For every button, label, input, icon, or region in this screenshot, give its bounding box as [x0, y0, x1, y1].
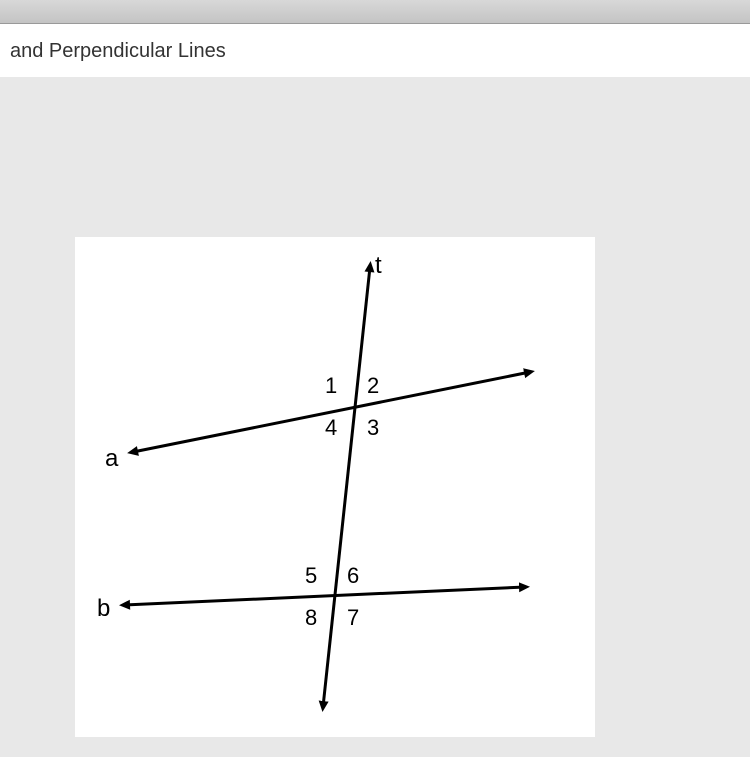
angle-7: 7 — [347, 605, 359, 631]
line-b — [125, 587, 525, 605]
line-t — [323, 267, 370, 707]
label-line-b: b — [97, 595, 110, 623]
angle-4: 4 — [325, 415, 337, 441]
angle-6: 6 — [347, 563, 359, 589]
diagram-container: t a b 1 2 3 4 5 6 7 8 — [75, 237, 595, 737]
angle-3: 3 — [367, 415, 379, 441]
content-panel: and Perpendicular Lines — [0, 24, 750, 77]
transversal-diagram — [75, 237, 595, 737]
angle-8: 8 — [305, 605, 317, 631]
window-top-bar — [0, 0, 750, 24]
label-line-t: t — [375, 252, 382, 280]
angle-5: 5 — [305, 563, 317, 589]
angle-1: 1 — [325, 373, 337, 399]
page-title: and Perpendicular Lines — [0, 40, 750, 77]
canvas-area: t a b 1 2 3 4 5 6 7 8 — [0, 77, 750, 757]
label-line-a: a — [105, 445, 118, 473]
angle-2: 2 — [367, 373, 379, 399]
